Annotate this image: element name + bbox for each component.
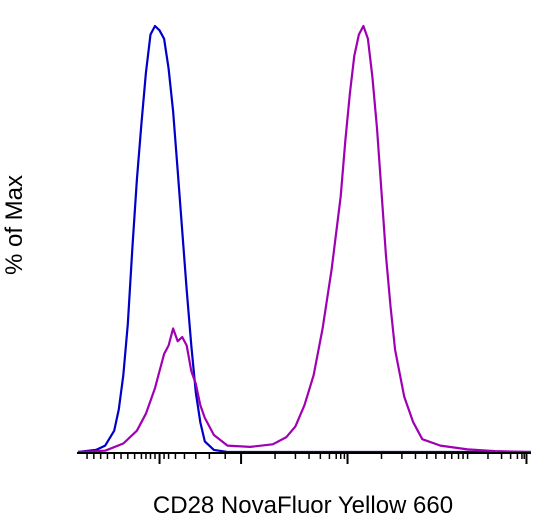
- y-axis-label: % of Max: [1, 175, 28, 275]
- series-line-1: [77, 24, 531, 454]
- series-layer: [77, 24, 532, 454]
- x-axis-label: CD28 NovaFluor Yellow 660: [153, 492, 453, 519]
- series-line-2: [77, 24, 532, 454]
- x-axis-ticks: [86, 453, 528, 464]
